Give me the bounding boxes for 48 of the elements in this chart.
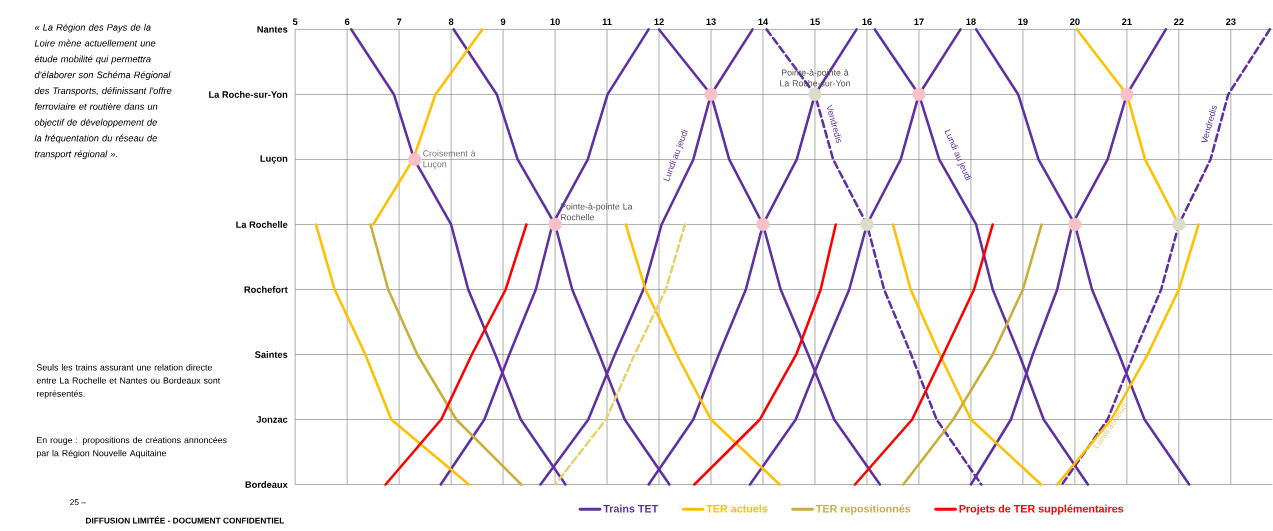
point — [756, 218, 770, 232]
x-tick-label: 12 — [654, 18, 664, 26]
text: DIFFUSION LIMITÉE - DOCUMENT CONFIDENTIEL — [86, 516, 285, 524]
x-tick-label: 11 — [602, 18, 612, 26]
legend-label: TER repositionnés — [815, 504, 911, 515]
x-tick-label: 5 — [292, 18, 298, 26]
legend-label: Projets de TER supplémentaires — [959, 504, 1124, 515]
y-tick-label: La Roche-sur-Yon — [209, 91, 288, 99]
point — [1120, 88, 1134, 102]
x-tick-label: 20 — [1070, 18, 1080, 26]
x-tick-label: 10 — [550, 18, 560, 26]
x-tick-label: 6 — [344, 18, 350, 26]
x-tick-label: 17 — [914, 18, 924, 26]
x-tick-label: 14 — [758, 18, 769, 26]
y-tick-label: Nantes — [257, 26, 288, 33]
point — [1172, 218, 1186, 232]
point — [548, 218, 562, 232]
x-tick-label: 15 — [810, 18, 820, 26]
point — [408, 153, 422, 167]
y-tick-label: Rochefort — [244, 286, 288, 294]
annotation: Lundi au jeudi — [663, 129, 688, 182]
point — [1068, 218, 1082, 232]
point — [860, 218, 874, 232]
y-tick-label: Luçon — [260, 155, 288, 164]
legend-label: TER actuels — [706, 504, 768, 513]
text: En rouge : propositions de créations annoncées par la Région Nouvelle Aquitaine — [36, 436, 227, 459]
text: « La Région des Pays de la Loire mène actuellement une étude mobilité qui permettra d'élaborer son Schéma Régional des Transports, définissant l'offre ferroviaire et routière dans un objectif de développement de la fréquentation du réseau de transport régional ». — [34, 23, 172, 160]
annotation: Croisement à Luçon — [423, 150, 476, 170]
x-tick-label: 18 — [966, 18, 976, 26]
y-tick-label: Bordeaux — [245, 481, 288, 489]
x-tick-label: 8 — [448, 18, 454, 26]
x-tick-label: 21 — [1122, 18, 1132, 26]
x-tick-label: 9 — [500, 18, 506, 26]
x-tick-label: 13 — [706, 18, 716, 26]
point — [808, 88, 822, 102]
y-tick-label: Jonzac — [256, 416, 288, 423]
x-tick-label: 19 — [1018, 18, 1028, 26]
x-tick-label: 7 — [396, 18, 402, 26]
point — [704, 88, 718, 102]
text: 25 – — [70, 499, 86, 506]
y-tick-label: Saintes — [255, 351, 288, 359]
text: Seuls les trains assurant une relation directe entre La Rochelle et Nantes ou Bordeaux sont représentés. — [36, 364, 221, 399]
legend-label: Trains TET — [603, 504, 659, 513]
x-tick-label: 16 — [862, 18, 872, 26]
x-tick-label: 22 — [1174, 18, 1184, 26]
y-tick-label: La Rochelle — [236, 221, 288, 229]
point — [912, 88, 926, 102]
x-tick-label: 23 — [1225, 18, 1236, 26]
